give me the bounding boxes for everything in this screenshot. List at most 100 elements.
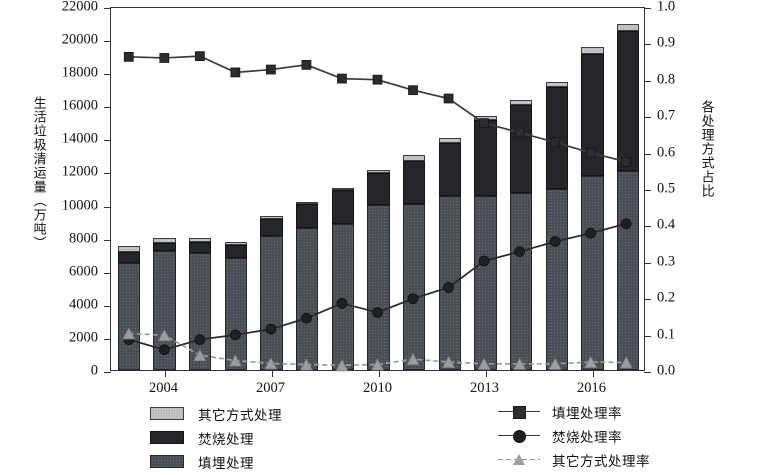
bar-segment-landfill [581,176,604,370]
y-left-tick-label: 0 [90,362,98,379]
landfill-rate-marker [585,147,596,158]
bar-segment-other [260,215,283,219]
y-left-tick [104,338,111,340]
y-right-tick [644,80,651,82]
legend-label: 其它方式处理率 [552,453,650,469]
y-axis-right-title: 各处理方式占比 [699,100,715,198]
y-left-tick [104,74,111,76]
bar-2006 [224,241,247,370]
bar-segment-incineration [581,54,604,177]
incineration-rate-marker [407,293,419,305]
circle-marker-icon [498,429,540,443]
other-rate-marker [264,357,278,370]
y-left-tick [104,272,111,274]
y-right-tick-label: 0.9 [657,34,676,51]
incineration-rate-marker [372,307,383,318]
other-rate-marker [122,327,136,340]
y-left-tick [104,41,111,43]
bar-segment-other [438,138,461,144]
bar-segment-other [403,154,426,162]
bar-segment-other [510,100,533,105]
landfill-rate-marker [337,73,347,84]
y-right-tick-label: 0.3 [657,253,676,270]
x-tick [378,370,380,377]
y-left-tick-label: 10000 [61,197,98,214]
landfill-rate-marker [479,118,489,128]
bar-2009 [331,188,354,370]
x-tick-label-2016: 2016 [577,380,606,396]
y-left-tick [104,372,111,373]
legend-label: 填埋处理 [198,455,254,471]
triangle-marker-icon [498,453,540,467]
y-right-tick-label: 0.1 [657,326,676,343]
landfill-rate-marker [159,53,170,63]
landfill-rate-marker [266,64,276,75]
y-right-tick-label: 0.5 [657,180,676,197]
bar-2003 [117,246,140,370]
y-right-tick-label: 0.8 [657,71,676,88]
bar-segment-other [153,237,176,244]
bar-segment-landfill [296,228,319,370]
y-axis-left-title: 生活垃圾清运量（万吨） [31,96,47,250]
y-right-tick [644,335,651,337]
y-right-tick-label: 0.7 [657,107,676,124]
other-rate-marker [619,355,633,369]
x-tick [485,370,487,377]
incineration-rate-marker [158,344,170,356]
plot-inner [104,8,651,377]
legend-item-triangle[interactable]: 其它方式处理率 [498,449,650,470]
x-tick [592,370,594,377]
y-right-tick [644,117,651,119]
y-left-tick [104,239,111,241]
y-right-tick [644,299,651,301]
landfill-rate-marker [621,156,632,167]
incineration-rate-marker [336,298,348,309]
y-right-tick-label: 1.0 [657,0,676,15]
bar-2017 [617,23,640,370]
other-swatch-icon [150,407,184,420]
incineration-rate-marker [549,236,561,247]
incineration-rate-marker [229,329,241,341]
x-tick-label-2007: 2007 [256,380,285,396]
legend-label: 焚烧处理率 [552,429,622,445]
incineration-swatch-icon [150,431,184,444]
bar-segment-other [224,241,247,246]
y-right-tick [644,262,651,264]
landfill-rate-marker [514,127,525,138]
incineration-rate-marker [585,227,597,239]
x-tick [164,370,166,377]
legend-bars: 其它方式处理 焚烧处理填埋处理 [150,403,282,475]
landfill-rate-marker [372,74,383,85]
bar-segment-incineration [189,242,212,254]
other-rate-marker [299,358,314,371]
other-rate-marker [370,358,385,371]
y-left-tick [104,206,111,208]
bar-segment-landfill [224,257,247,370]
legend-item-square[interactable]: 填埋处理率 [498,401,650,422]
bar-segment-other [189,237,212,243]
line-series-layer [122,51,633,372]
bar-segment-incineration [260,218,283,236]
bar-segment-other [617,23,640,31]
y-left-tick-label: 4000 [69,296,98,313]
legend-item-circle[interactable]: 焚烧处理率 [498,425,650,446]
other-rate-marker [441,355,456,369]
x-tick [271,370,273,377]
legend-item-other[interactable]: 其它方式处理 [150,403,282,424]
bar-segment-landfill [545,188,568,370]
landfill-rate-marker [123,51,134,62]
y-left-tick-label: 2000 [69,329,98,346]
y-left-tick-label: 6000 [69,263,98,280]
bar-segment-other [117,246,140,253]
y-left-tick-label: 20000 [61,31,98,48]
legend-item-incineration[interactable]: 焚烧处理 [150,427,282,448]
bar-2013 [474,115,497,370]
y-right-tick-label: 0.0 [657,362,676,379]
y-left-tick-label: 12000 [61,163,98,180]
legend-item-landfill[interactable]: 填埋处理 [150,451,282,472]
landfill-rate-marker [443,93,454,104]
other-rate-marker [477,357,491,370]
other-rate-marker [584,355,598,369]
incineration-rate-marker [514,246,526,257]
bar-segment-incineration [224,245,247,258]
